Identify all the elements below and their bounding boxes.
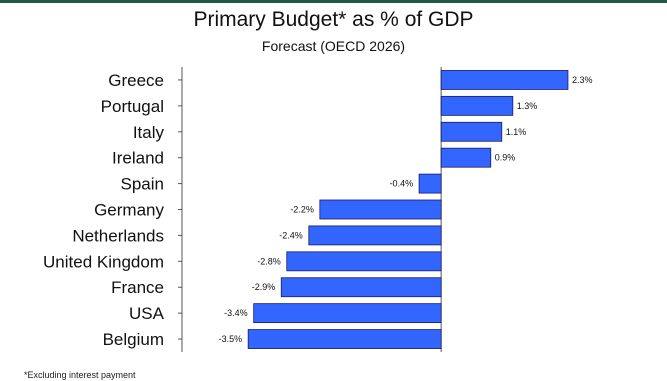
- bar: [440, 70, 569, 90]
- data-label: -2.9%: [252, 282, 276, 292]
- bar: [440, 147, 492, 168]
- category-label: United Kingdom: [43, 252, 164, 271]
- data-label: -2.2%: [290, 205, 314, 215]
- category-label: France: [111, 278, 164, 297]
- data-label: 1.1%: [506, 127, 527, 137]
- bar: [253, 303, 442, 324]
- bar: [440, 121, 503, 142]
- bar: [440, 95, 514, 116]
- chart-title: Primary Budget* as % of GDP: [193, 8, 474, 31]
- data-label: -2.4%: [279, 230, 303, 240]
- data-label: 1.3%: [517, 101, 538, 111]
- bar: [308, 225, 442, 246]
- bar: [280, 277, 442, 298]
- footnote: *Excluding interest payment: [24, 370, 136, 380]
- bar: [286, 251, 442, 272]
- category-label: Germany: [94, 201, 164, 220]
- data-label: 2.3%: [572, 75, 593, 85]
- data-label: -0.4%: [390, 179, 414, 189]
- bar: [319, 199, 442, 220]
- category-label: Greece: [108, 71, 164, 90]
- category-label: Portugal: [101, 97, 164, 116]
- bar: [418, 173, 442, 194]
- category-label: Italy: [133, 123, 165, 142]
- bar: [247, 329, 442, 349]
- category-label: Belgium: [103, 330, 164, 349]
- data-label: -2.8%: [257, 256, 281, 266]
- category-label: USA: [129, 304, 165, 323]
- category-label: Netherlands: [72, 226, 164, 245]
- chart-subtitle: Forecast (OECD 2026): [261, 38, 406, 54]
- top-rule: [0, 0, 667, 3]
- data-label: 0.9%: [495, 153, 516, 163]
- data-label: -3.5%: [219, 334, 243, 344]
- category-label: Ireland: [112, 149, 164, 168]
- data-label: -3.4%: [224, 308, 248, 318]
- category-label: Spain: [121, 175, 164, 194]
